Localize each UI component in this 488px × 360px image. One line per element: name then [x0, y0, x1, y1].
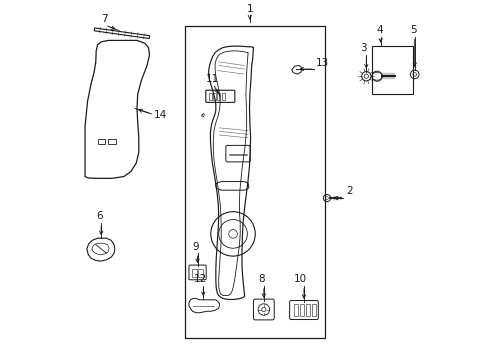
Text: 7: 7: [101, 14, 107, 24]
Text: 3: 3: [360, 43, 366, 53]
Text: 13: 13: [316, 58, 329, 68]
Bar: [305, 305, 310, 316]
Bar: [98, 139, 105, 144]
Text: 5: 5: [409, 25, 416, 35]
Text: 9: 9: [192, 242, 199, 252]
Text: 6: 6: [96, 211, 102, 221]
Text: 11: 11: [205, 74, 219, 84]
Bar: [221, 93, 224, 100]
Bar: [108, 139, 116, 144]
Text: 10: 10: [293, 274, 306, 284]
Text: 8: 8: [258, 274, 265, 284]
Text: 1: 1: [246, 4, 253, 14]
Text: 2: 2: [346, 186, 352, 196]
Bar: [371, 46, 412, 94]
Bar: [198, 269, 203, 276]
Text: 12: 12: [194, 274, 207, 284]
Text: 4: 4: [375, 25, 382, 35]
Text: 14: 14: [154, 110, 167, 120]
Bar: [213, 93, 216, 100]
Bar: [217, 93, 220, 100]
Bar: [191, 269, 197, 276]
Bar: [185, 26, 325, 338]
Bar: [293, 305, 298, 316]
Bar: [300, 305, 304, 316]
Bar: [311, 305, 316, 316]
Bar: [208, 93, 211, 100]
